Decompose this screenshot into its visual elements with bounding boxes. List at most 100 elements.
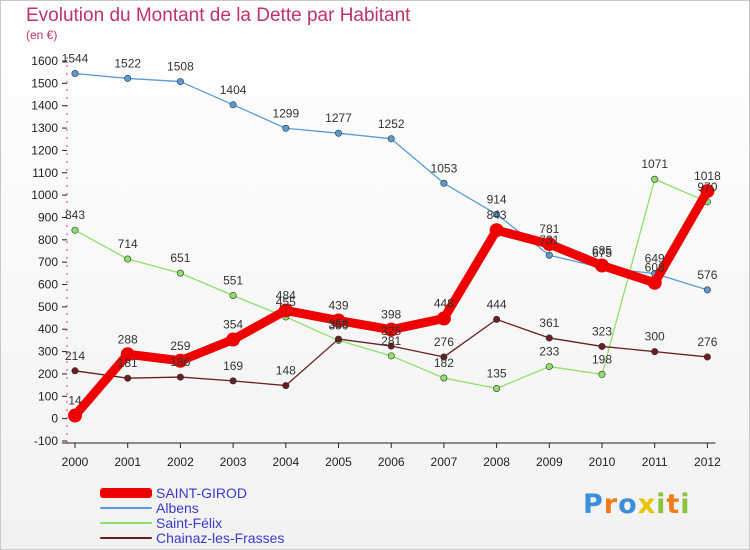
x-tick-label: 2005 — [325, 455, 352, 469]
data-label: 181 — [118, 356, 138, 370]
data-point — [331, 313, 346, 328]
data-label: 1277 — [325, 111, 352, 125]
data-point — [440, 353, 448, 361]
data-point — [493, 384, 501, 392]
data-label: 448 — [434, 297, 454, 311]
x-tick-label: 2000 — [62, 455, 89, 469]
x-tick-label: 2007 — [431, 455, 458, 469]
logo-letter: t — [666, 489, 681, 520]
data-label: 484 — [276, 288, 296, 302]
data-point — [176, 269, 184, 277]
data-point — [387, 352, 395, 360]
data-point — [176, 373, 184, 381]
data-label: 214 — [65, 349, 85, 363]
logo-letter: r — [603, 489, 619, 520]
y-tick-label: 700 — [38, 255, 58, 269]
data-point — [71, 226, 79, 234]
logo-letter: x — [637, 489, 657, 520]
data-point — [71, 367, 79, 375]
data-point — [173, 353, 188, 368]
series-layer — [68, 70, 715, 423]
x-tick-label: 2010 — [589, 455, 616, 469]
data-label: 398 — [381, 308, 401, 322]
data-label: 1508 — [167, 60, 194, 74]
x-tick-label: 2004 — [272, 455, 299, 469]
data-label: 649 — [645, 252, 665, 266]
data-label: 1404 — [220, 83, 247, 97]
data-point — [700, 184, 715, 199]
data-label: 350 — [328, 318, 348, 332]
data-point — [124, 255, 132, 263]
data-point — [387, 135, 395, 143]
data-point — [545, 363, 553, 371]
y-tick-label: 1500 — [31, 76, 58, 90]
data-label: 675 — [592, 246, 612, 260]
data-point — [278, 303, 293, 318]
data-label: 608 — [645, 261, 665, 275]
data-point — [542, 237, 557, 252]
chart-subtitle: (en €) — [26, 28, 58, 42]
y-tick-label: 600 — [38, 278, 58, 292]
y-tick-label: -100 — [34, 434, 58, 448]
data-label: 281 — [381, 334, 401, 348]
data-label: 198 — [592, 352, 612, 366]
y-tick-label: 900 — [38, 210, 58, 224]
data-label: 843 — [65, 208, 85, 222]
logo-letter: P — [583, 489, 604, 520]
data-label: 169 — [223, 359, 243, 373]
y-tick-label: 1100 — [32, 166, 58, 180]
y-tick-label: 1600 — [31, 54, 58, 68]
data-point — [124, 74, 132, 82]
data-label: 781 — [539, 222, 559, 236]
data-label: 276 — [697, 335, 717, 349]
data-label: 1522 — [114, 56, 141, 70]
data-label: 323 — [592, 324, 612, 338]
x-tick-label: 2008 — [483, 455, 510, 469]
data-label: 14 — [68, 394, 82, 408]
x-tick-label: 2003 — [220, 455, 247, 469]
data-point — [176, 78, 184, 86]
data-point — [595, 258, 609, 273]
data-point — [598, 342, 606, 350]
data-label: 576 — [697, 268, 717, 282]
data-label: 714 — [118, 237, 138, 251]
data-point — [71, 70, 79, 78]
x-axis-ticks: 2000 2001 2002 2003 2004 2005 2006 2007 2008 2009… — [62, 443, 721, 469]
data-point — [229, 101, 237, 109]
y-tick-label: 1300 — [31, 121, 58, 135]
data-label: 148 — [276, 364, 296, 378]
data-label: 444 — [487, 297, 507, 311]
data-point — [68, 408, 82, 423]
data-labels-layer: 14 288 259 354 484 439 398 448 843 781 685 608 1018 1… — [62, 52, 721, 408]
data-point — [440, 179, 448, 187]
data-label: 356 — [328, 317, 348, 331]
data-point — [436, 311, 451, 326]
data-label: 685 — [592, 244, 612, 258]
legend-label: Albens — [156, 499, 199, 516]
axes — [62, 57, 716, 444]
y-tick-label: 400 — [38, 322, 58, 336]
data-point — [387, 342, 395, 350]
y-tick-label: 800 — [38, 233, 58, 247]
data-point — [545, 251, 553, 259]
data-label: 186 — [170, 355, 190, 369]
legend-swatch — [100, 487, 152, 498]
series-line-0 — [70, 186, 712, 421]
data-label: 361 — [539, 316, 559, 330]
data-label: 914 — [487, 192, 507, 206]
y-tick-label: 200 — [38, 367, 58, 381]
x-tick-label: 2006 — [378, 455, 405, 469]
legend-label: SAINT-GIROD — [156, 484, 248, 501]
chart-title: Evolution du Montant de la Dette par Hab… — [26, 5, 411, 26]
data-point — [334, 129, 342, 137]
data-point — [282, 124, 290, 132]
legend-item: Chainaz-les-Frasses — [100, 530, 284, 546]
data-point — [703, 353, 711, 361]
legend-swatch — [100, 536, 152, 539]
data-point — [440, 374, 448, 382]
data-point — [120, 347, 135, 362]
y-tick-label: 500 — [38, 300, 58, 314]
y-tick-label: 100 — [38, 389, 58, 403]
legend-item: SAINT-GIROD — [100, 484, 284, 501]
